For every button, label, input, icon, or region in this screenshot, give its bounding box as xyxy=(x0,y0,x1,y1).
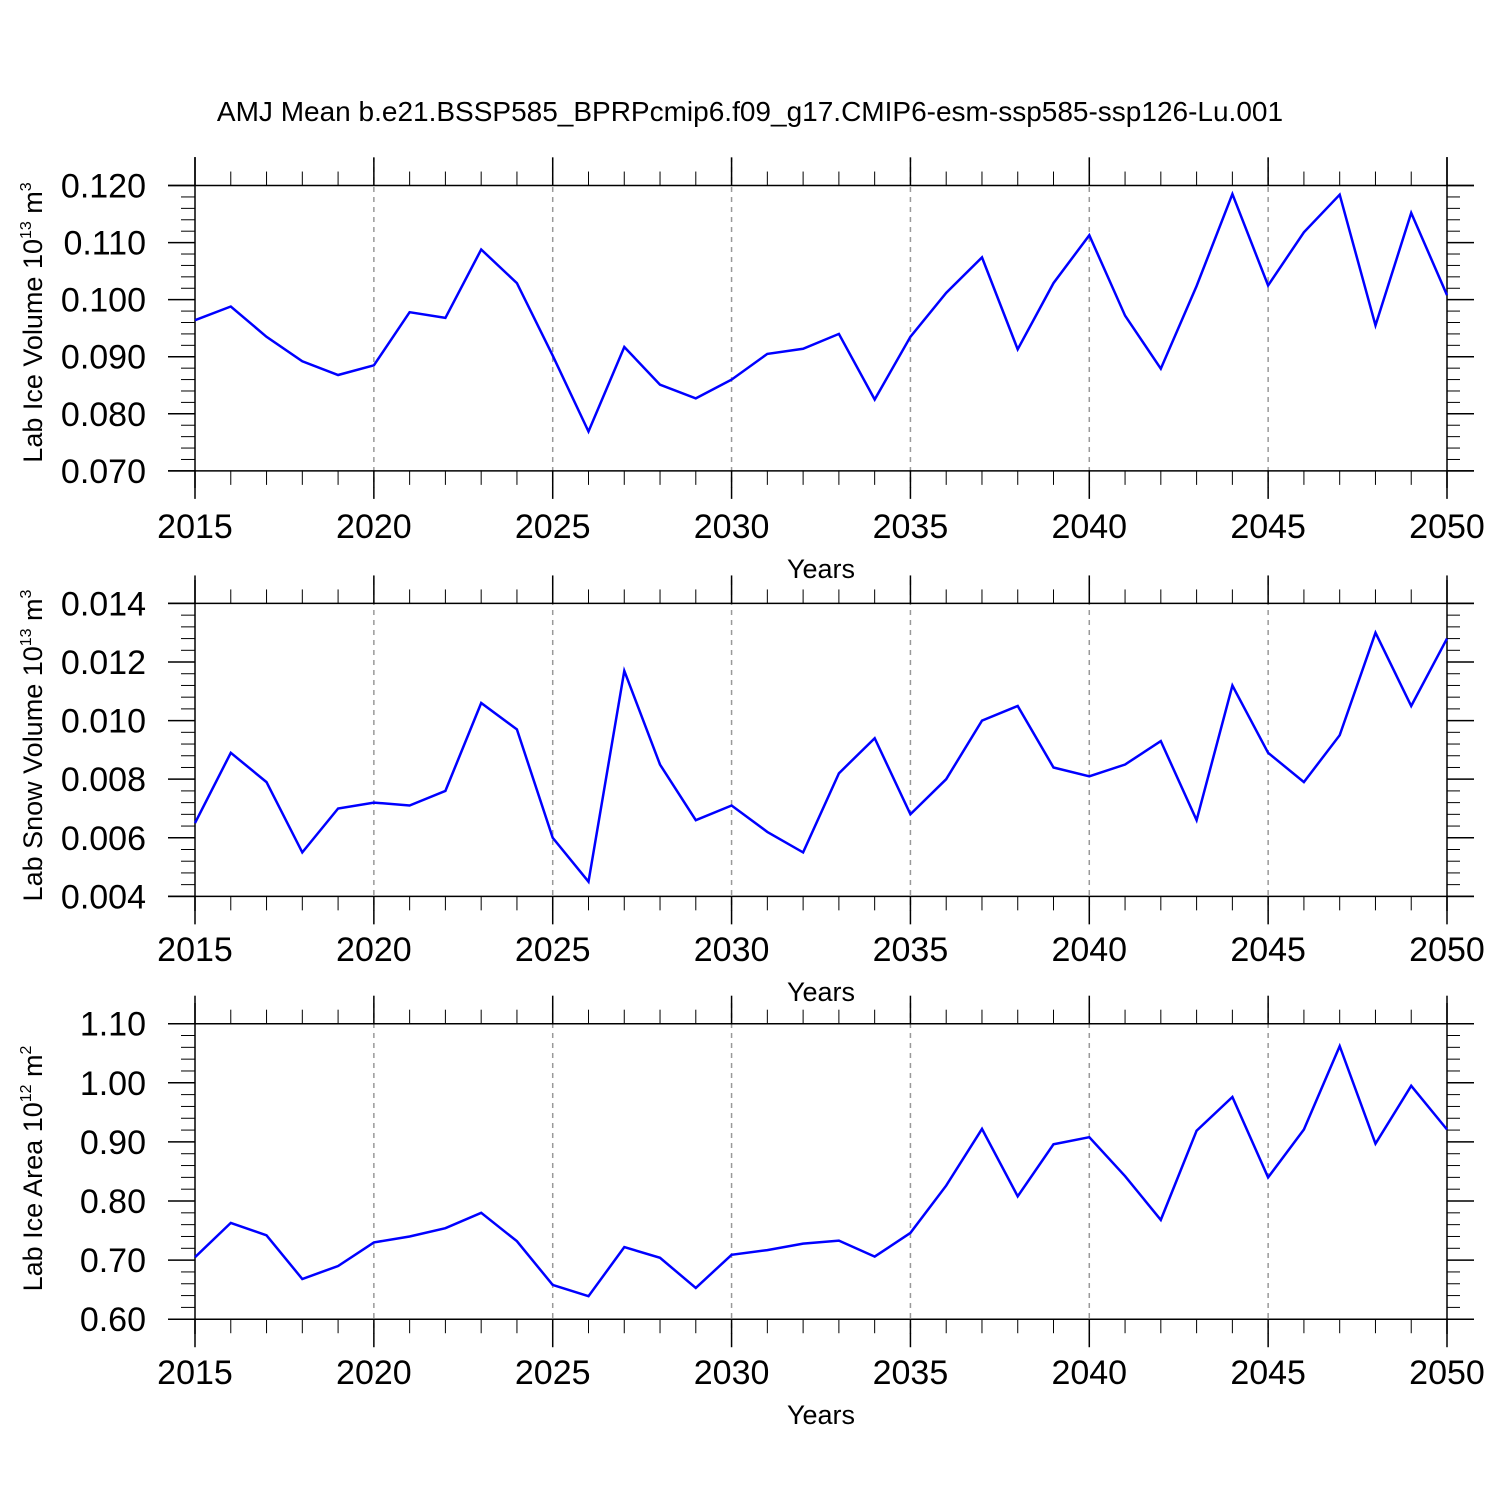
y-tick-label: 0.90 xyxy=(80,1124,146,1162)
y-tick-label: 0.080 xyxy=(61,396,146,434)
x-tick-label: 2015 xyxy=(157,1354,233,1392)
x-axis-title: Years xyxy=(787,1400,855,1430)
y-tick-label: 1.00 xyxy=(80,1065,146,1103)
x-tick-label: 2030 xyxy=(694,1354,770,1392)
y-tick-label: 0.004 xyxy=(61,878,146,916)
x-axis-title: Years xyxy=(787,554,855,584)
x-axis-title: Years xyxy=(787,977,855,1007)
y-tick-label: 0.60 xyxy=(80,1301,146,1339)
panels: 0.070 0.080 0.090 0.100 0.110 0.120 2015 2020 20… xyxy=(18,157,1485,1430)
y-axis-title: Lab Ice Volume 1013 m3 xyxy=(18,182,48,462)
x-tick-label: 2020 xyxy=(336,931,412,969)
x-tick-label: 2015 xyxy=(157,931,233,969)
y-tick-label: 0.008 xyxy=(61,761,146,799)
y-tick-label: 0.006 xyxy=(61,820,146,858)
chart-panel-3: 0.60 0.70 0.80 0.90 1.00 1.10 2015 2020 2025 2030… xyxy=(18,995,1485,1430)
y-tick-label: 0.012 xyxy=(61,644,146,682)
x-tick-label: 2030 xyxy=(694,931,770,969)
y-tick-label: 0.100 xyxy=(61,282,146,320)
y-tick-label: 0.014 xyxy=(61,585,146,623)
y-axis-title: Lab Ice Area 1012 m2 xyxy=(18,1045,48,1291)
y-tick-label: 0.120 xyxy=(61,168,146,206)
x-tick-label: 2050 xyxy=(1409,931,1485,969)
y-tick-label: 1.10 xyxy=(80,1006,146,1044)
x-tick-label: 2045 xyxy=(1230,931,1306,969)
y-tick-label: 0.070 xyxy=(61,453,146,491)
x-tick-label: 2040 xyxy=(1051,508,1127,546)
chart-panel-1: 0.070 0.080 0.090 0.100 0.110 0.120 2015 2020 20… xyxy=(18,157,1485,584)
data-series-line xyxy=(194,1042,1448,1298)
x-tick-label: 2020 xyxy=(336,1354,412,1392)
y-tick-label: 0.090 xyxy=(61,339,146,377)
x-tick-label: 2050 xyxy=(1409,1354,1485,1392)
chart-panel-2: 0.004 0.006 0.008 0.010 0.012 0.014 2015 2020 20… xyxy=(18,575,1485,1007)
x-tick-label: 2035 xyxy=(873,1354,949,1392)
x-tick-label: 2040 xyxy=(1051,931,1127,969)
y-tick-label: 0.110 xyxy=(63,225,146,263)
x-tick-label: 2025 xyxy=(515,1354,591,1392)
x-tick-label: 2025 xyxy=(515,508,591,546)
x-tick-label: 2020 xyxy=(336,508,412,546)
y-tick-label: 0.010 xyxy=(61,703,146,741)
x-tick-label: 2050 xyxy=(1409,508,1485,546)
x-tick-label: 2045 xyxy=(1230,508,1306,546)
x-tick-label: 2045 xyxy=(1230,1354,1306,1392)
x-tick-label: 2025 xyxy=(515,931,591,969)
y-tick-label: 0.80 xyxy=(80,1183,146,1221)
x-tick-label: 2015 xyxy=(157,508,233,546)
x-tick-label: 2040 xyxy=(1051,1354,1127,1392)
y-axis-title: Lab Snow Volume 1013 m3 xyxy=(18,589,48,901)
x-tick-label: 2035 xyxy=(873,931,949,969)
data-series-line xyxy=(194,190,1449,435)
x-tick-label: 2035 xyxy=(873,508,949,546)
x-tick-label: 2030 xyxy=(694,508,770,546)
y-tick-label: 0.70 xyxy=(80,1242,146,1280)
data-series-line xyxy=(193,629,1449,885)
figure-title: AMJ Mean b.e21.BSSP585_BPRPcmip6.f09_g17… xyxy=(217,96,1283,127)
